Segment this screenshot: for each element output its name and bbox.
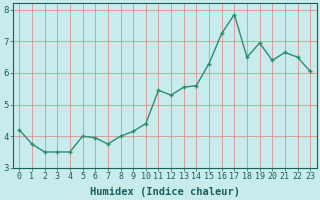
X-axis label: Humidex (Indice chaleur): Humidex (Indice chaleur): [90, 186, 240, 197]
